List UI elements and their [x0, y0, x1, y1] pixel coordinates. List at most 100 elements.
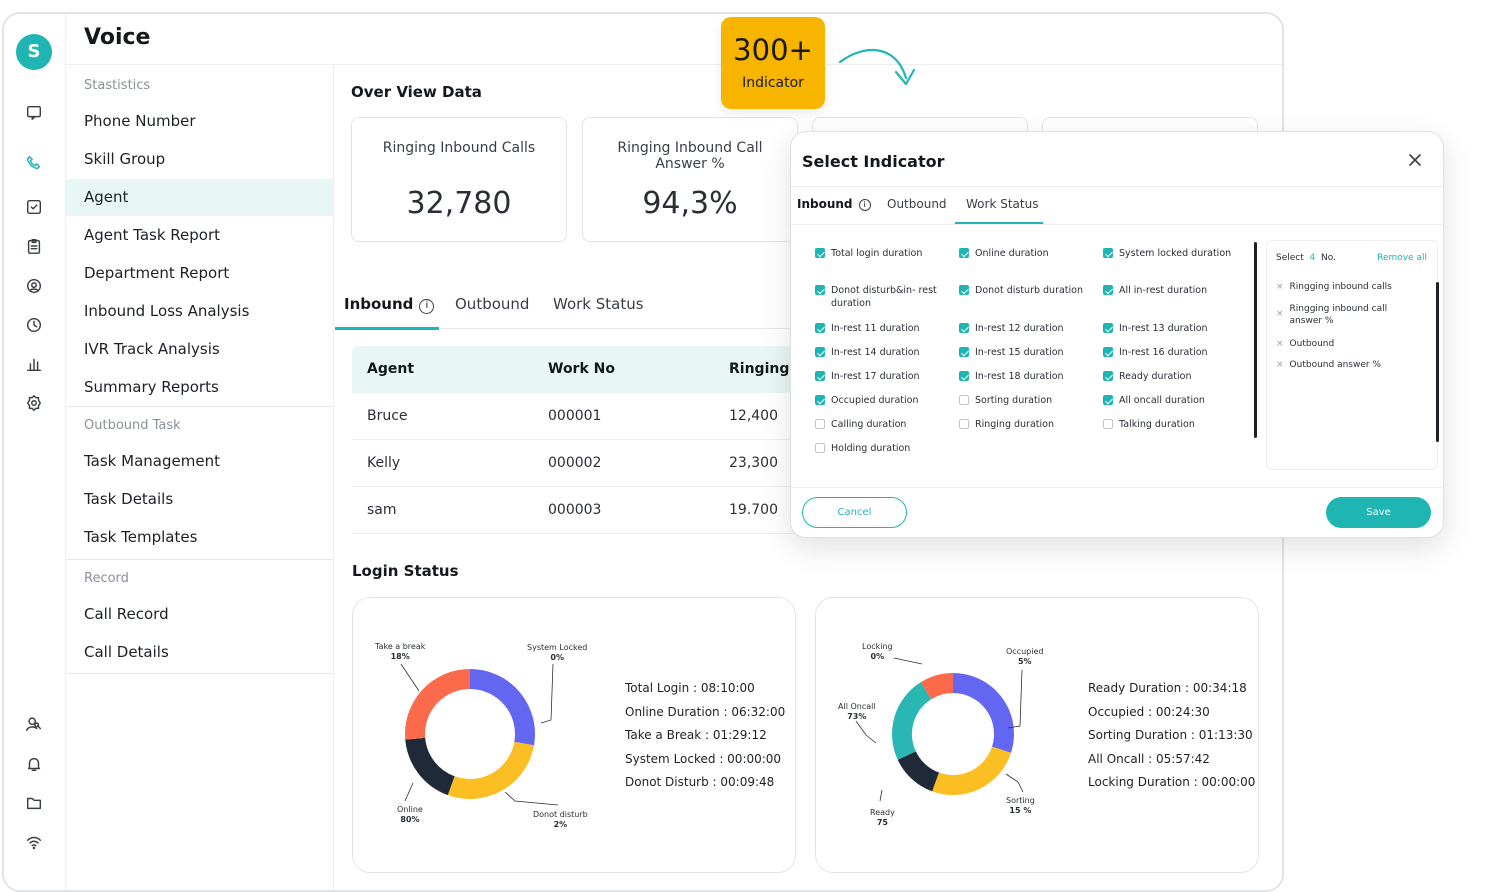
indicator-checkbox[interactable]: Calling duration: [815, 418, 950, 431]
donut-segment[interactable]: [932, 746, 1012, 795]
checkbox-checked-icon[interactable]: [815, 248, 825, 258]
column-header-ringing[interactable]: Ringing In: [729, 361, 810, 377]
cancel-button[interactable]: Cancel: [802, 497, 907, 528]
indicator-checkbox[interactable]: In-rest 16 duration: [1103, 346, 1238, 359]
remove-icon[interactable]: ×: [1276, 360, 1284, 370]
checkbox-checked-icon[interactable]: [959, 323, 969, 333]
contact-icon[interactable]: [23, 275, 45, 297]
options-scrollbar[interactable]: [1254, 242, 1257, 438]
info-icon[interactable]: i: [858, 199, 871, 211]
donut-segment[interactable]: [447, 741, 535, 799]
checkbox-checked-icon[interactable]: [1103, 285, 1113, 295]
bell-icon[interactable]: [23, 753, 45, 775]
checkbox-checked-icon[interactable]: [959, 285, 969, 295]
indicator-checkbox[interactable]: Donot disturb duration: [959, 284, 1094, 297]
modal-tab-inbound[interactable]: Inbound i: [797, 197, 871, 211]
phone-icon[interactable]: [18, 147, 50, 179]
donut-segment[interactable]: [952, 673, 1014, 753]
indicator-checkbox[interactable]: In-rest 12 duration: [959, 322, 1094, 335]
indicator-checkbox[interactable]: System locked duration: [1103, 247, 1238, 260]
clipboard-icon[interactable]: [23, 235, 45, 257]
indicator-checkbox[interactable]: In-rest 15 duration: [959, 346, 1094, 359]
selected-scrollbar[interactable]: [1436, 282, 1439, 442]
column-header-work-no[interactable]: Work No: [548, 361, 615, 377]
nav-item-call-details[interactable]: Call Details: [84, 643, 169, 661]
selected-item[interactable]: × Ringging inbound calls: [1276, 282, 1392, 292]
close-icon[interactable]: [1405, 150, 1425, 170]
checkbox-checked-icon[interactable]: [815, 323, 825, 333]
checkbox-empty-icon[interactable]: [959, 419, 969, 429]
indicator-checkbox[interactable]: In-rest 11 duration: [815, 322, 950, 335]
nav-item-skill-group[interactable]: Skill Group: [84, 150, 166, 168]
checkbox-empty-icon[interactable]: [815, 419, 825, 429]
nav-item-inbound-loss-analysis[interactable]: Inbound Loss Analysis: [84, 302, 250, 320]
indicator-checkbox[interactable]: All oncall duration: [1103, 394, 1238, 407]
indicator-checkbox[interactable]: In-rest 17 duration: [815, 370, 950, 383]
clock-icon[interactable]: [23, 314, 45, 336]
bar-chart-icon[interactable]: [23, 353, 45, 375]
modal-tab-work-status[interactable]: Work Status: [966, 197, 1039, 211]
nav-item-phone-number[interactable]: Phone Number: [84, 112, 196, 130]
nav-item-task-details[interactable]: Task Details: [84, 490, 174, 508]
table-row[interactable]: sam 000003 19.700: [352, 487, 812, 534]
nav-item-agent[interactable]: Agent: [66, 179, 333, 216]
user-search-icon[interactable]: [23, 713, 45, 735]
indicator-checkbox[interactable]: Ringing duration: [959, 418, 1094, 431]
donut-segment[interactable]: [920, 673, 954, 700]
indicator-checkbox[interactable]: All in-rest duration: [1103, 284, 1238, 297]
remove-icon[interactable]: ×: [1276, 282, 1284, 292]
stat-card-inbound-calls[interactable]: Ringing Inbound Calls 32,780: [351, 117, 567, 242]
checkbox-checked-icon[interactable]: [959, 248, 969, 258]
nav-item-department-report[interactable]: Department Report: [84, 264, 230, 282]
column-header-agent[interactable]: Agent: [367, 361, 415, 377]
checkbox-checked-icon[interactable]: [1103, 395, 1113, 405]
nav-item-summary-reports[interactable]: Summary Reports: [84, 378, 219, 396]
checkbox-checked-icon[interactable]: [815, 285, 825, 295]
selected-item[interactable]: × Outbound: [1276, 339, 1335, 349]
checkbox-checked-icon[interactable]: [1103, 347, 1113, 357]
tab-work-status[interactable]: Work Status: [553, 295, 644, 313]
modal-tab-outbound[interactable]: Outbound: [887, 197, 947, 211]
checkbox-checked-icon[interactable]: [1103, 248, 1113, 258]
checkbox-checked-icon[interactable]: [1103, 323, 1113, 333]
indicator-checkbox[interactable]: Sorting duration: [959, 394, 1094, 407]
checkbox-checked-icon[interactable]: [1103, 371, 1113, 381]
nav-item-call-record[interactable]: Call Record: [84, 605, 169, 623]
indicator-checkbox[interactable]: Talking duration: [1103, 418, 1238, 431]
selected-item[interactable]: × Outbound answer %: [1276, 360, 1381, 370]
settings-icon[interactable]: [23, 392, 45, 414]
indicator-checkbox[interactable]: Total login duration: [815, 247, 950, 260]
donut-segment[interactable]: [405, 669, 471, 740]
remove-icon[interactable]: ×: [1276, 309, 1284, 319]
checkbox-checked-icon[interactable]: [815, 371, 825, 381]
indicator-checkbox[interactable]: In-rest 13 duration: [1103, 322, 1238, 335]
checkbox-checked-icon[interactable]: [815, 347, 825, 357]
indicator-checkbox[interactable]: Holding duration: [815, 442, 950, 455]
checkbox-empty-icon[interactable]: [1103, 419, 1113, 429]
selected-item[interactable]: × Ringging inbound call answer %: [1276, 304, 1388, 326]
nav-item-task-management[interactable]: Task Management: [84, 452, 220, 470]
indicator-checkbox[interactable]: In-rest 18 duration: [959, 370, 1094, 383]
indicator-checkbox[interactable]: Donot disturb&in- rest duration: [815, 284, 950, 310]
checkbox-icon[interactable]: [23, 196, 45, 218]
donut-segment[interactable]: [469, 669, 535, 746]
remove-icon[interactable]: ×: [1276, 339, 1284, 349]
table-row[interactable]: Kelly 000002 23,300: [352, 440, 812, 487]
donut-segment[interactable]: [892, 682, 932, 760]
tab-outbound[interactable]: Outbound: [455, 295, 530, 313]
checkbox-checked-icon[interactable]: [959, 347, 969, 357]
checkbox-empty-icon[interactable]: [959, 395, 969, 405]
checkbox-checked-icon[interactable]: [815, 395, 825, 405]
donut-segment[interactable]: [897, 750, 940, 792]
avatar[interactable]: S: [16, 34, 52, 70]
nav-item-ivr-track-analysis[interactable]: IVR Track Analysis: [84, 340, 220, 358]
tab-inbound[interactable]: Inbound i: [344, 295, 435, 314]
checkbox-empty-icon[interactable]: [815, 443, 825, 453]
wifi-icon[interactable]: [23, 831, 45, 853]
nav-item-agent-task-report[interactable]: Agent Task Report: [84, 226, 221, 244]
chat-icon[interactable]: [23, 102, 45, 124]
checkbox-checked-icon[interactable]: [959, 371, 969, 381]
table-row[interactable]: Bruce 000001 12,400: [352, 393, 812, 440]
donut-segment[interactable]: [405, 737, 456, 796]
indicator-checkbox[interactable]: Occupied duration: [815, 394, 950, 407]
